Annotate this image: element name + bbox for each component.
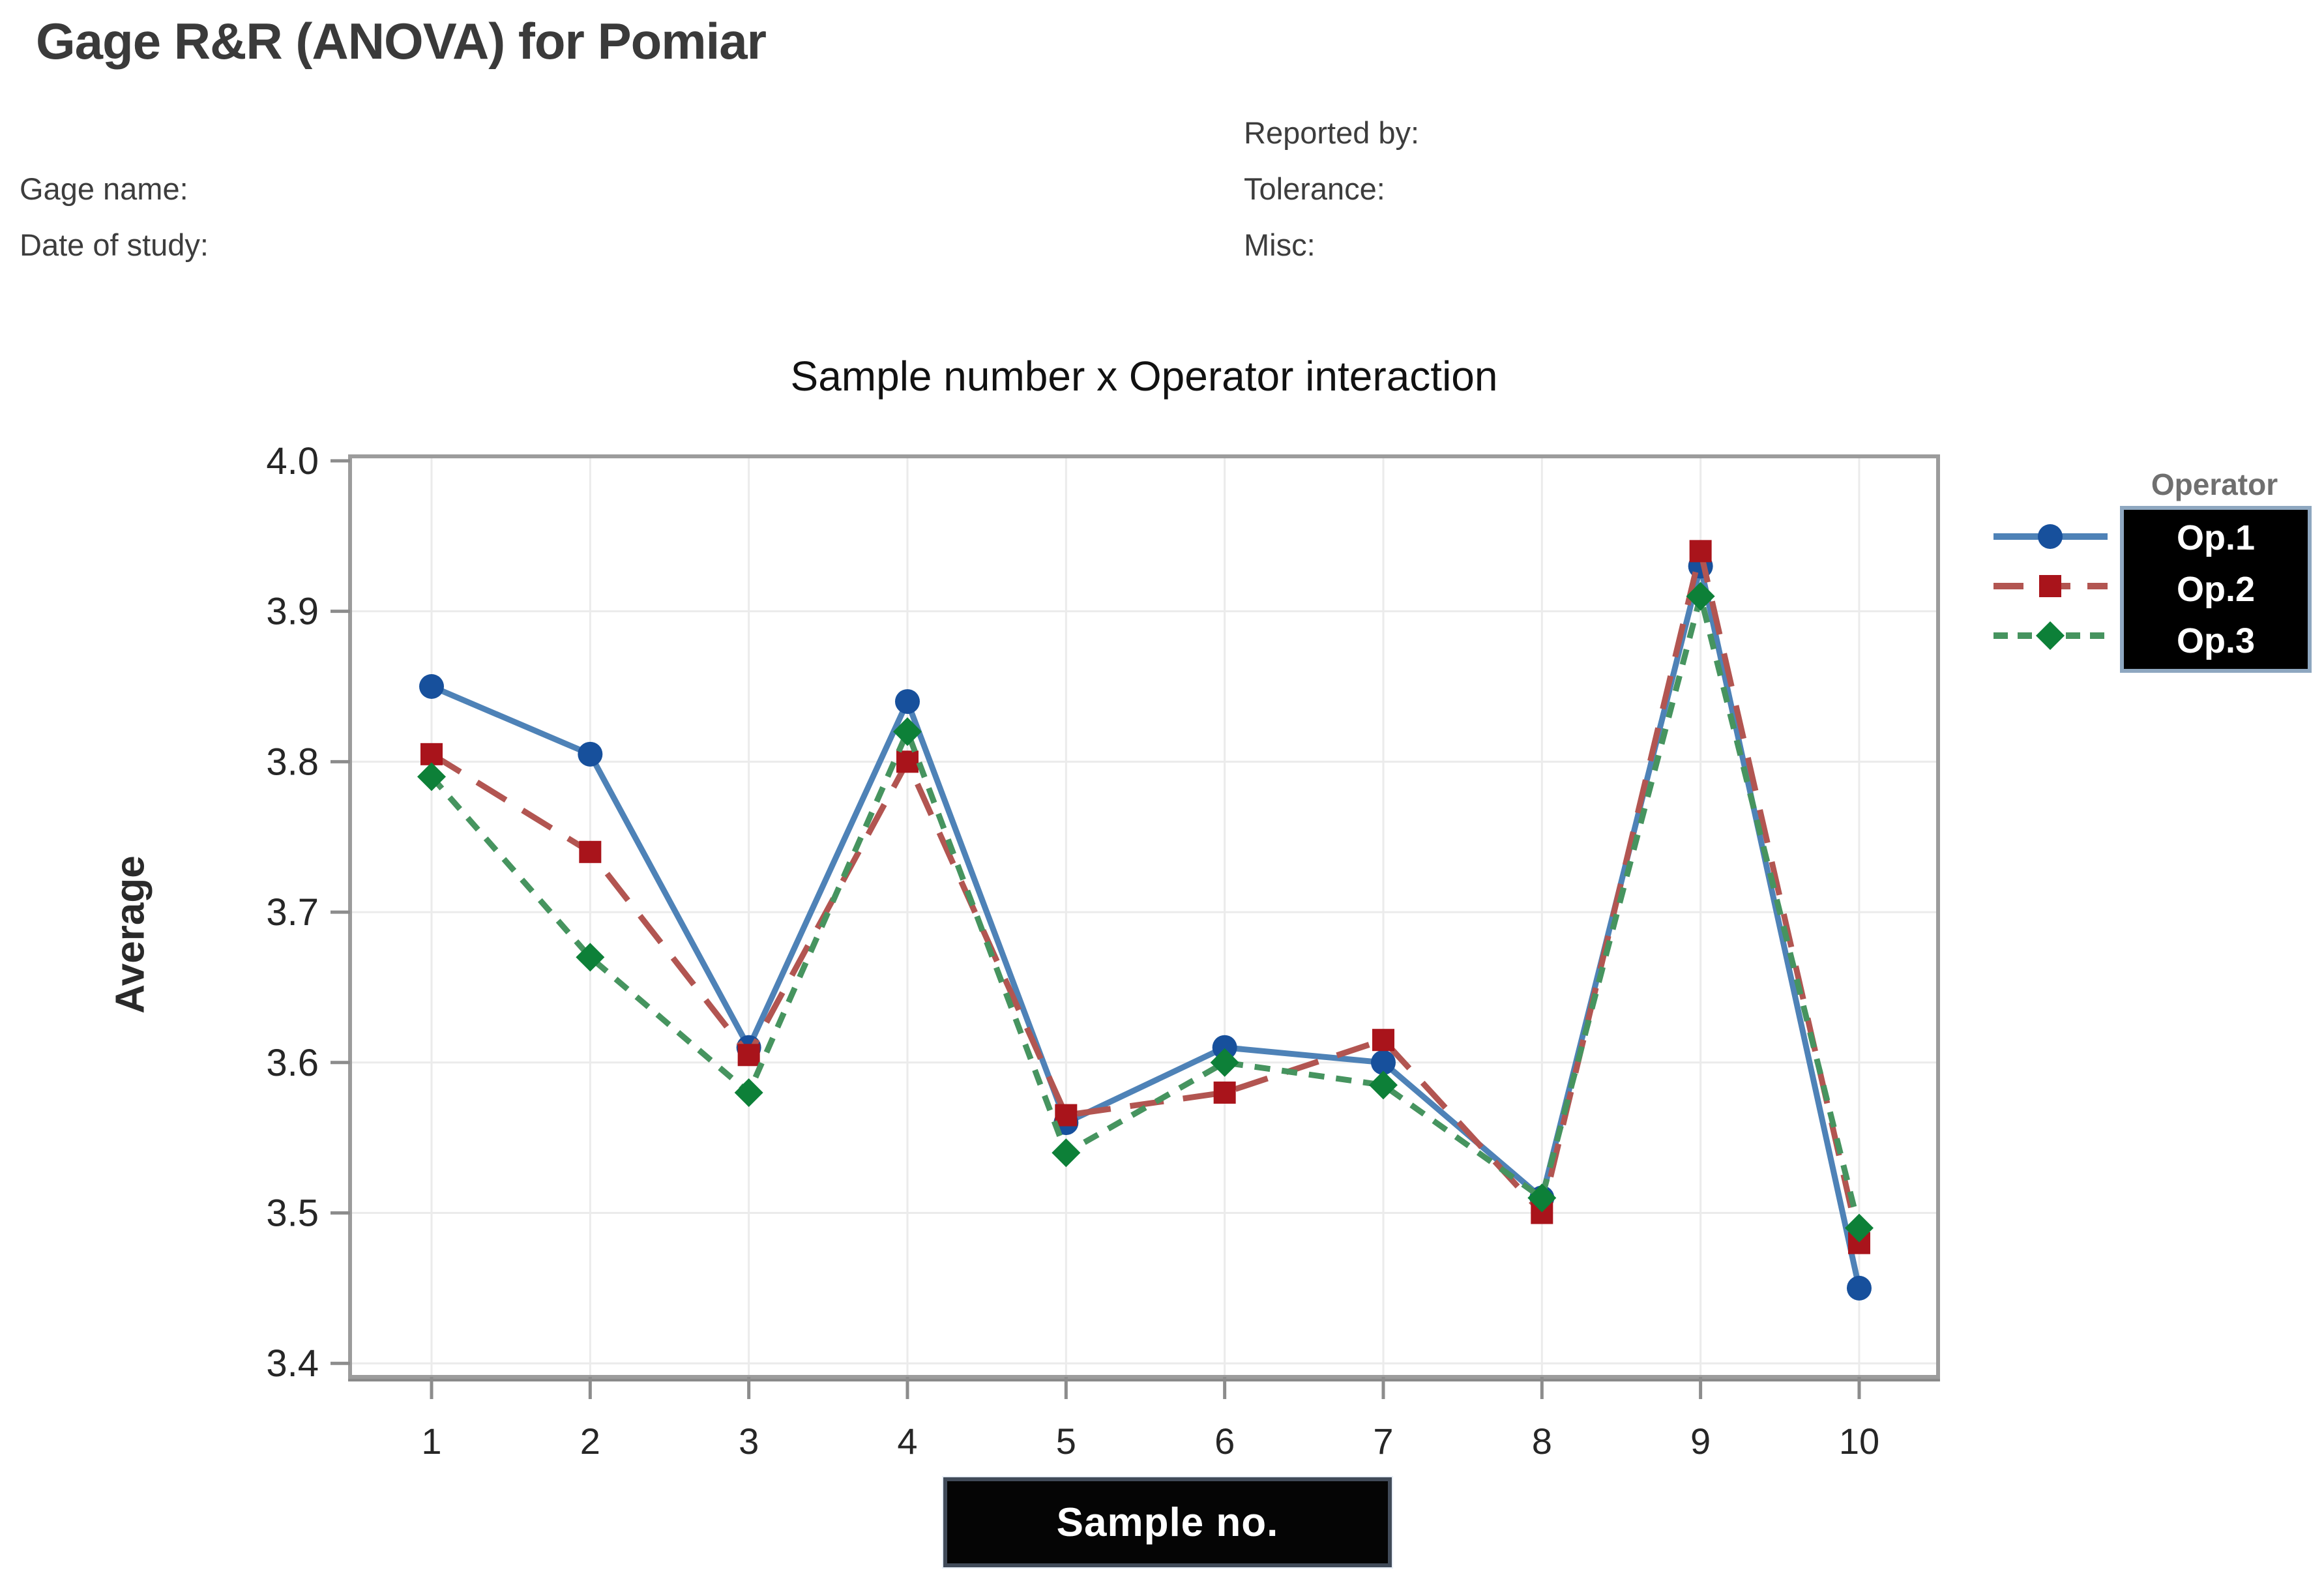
series-op3-marker-1 bbox=[417, 762, 446, 791]
plot-frame bbox=[348, 454, 1940, 1379]
x-axis-title: Sample no. bbox=[1056, 1499, 1279, 1545]
series-op1-marker-7 bbox=[1370, 1050, 1396, 1075]
x-tick-label-5: 5 bbox=[1056, 1421, 1076, 1462]
legend-square-icon bbox=[2039, 575, 2061, 597]
legend-sample-op2 bbox=[1993, 575, 2108, 597]
series-op3-marker-10 bbox=[1844, 1213, 1874, 1243]
series-line-op3 bbox=[429, 593, 1862, 1229]
y-tick-label-3.9: 3.9 bbox=[266, 591, 319, 633]
series-op2-marker-4 bbox=[896, 750, 919, 773]
x-tick-label-8: 8 bbox=[1532, 1421, 1552, 1462]
series-op1-marker-4 bbox=[894, 689, 920, 715]
series-op3-marker-3 bbox=[734, 1078, 763, 1107]
y-tick-label-3.8: 3.8 bbox=[266, 741, 319, 783]
x-tick-label-1: 1 bbox=[421, 1421, 441, 1462]
series-op3-marker-7 bbox=[1368, 1070, 1398, 1100]
reported-by-label: Reported by: bbox=[1244, 115, 1420, 150]
tolerance-label: Tolerance: bbox=[1244, 171, 1385, 206]
series-op3-marker-6 bbox=[1210, 1048, 1239, 1077]
series-op2-marker-3 bbox=[737, 1044, 760, 1067]
y-tick-label-3.4: 3.4 bbox=[266, 1342, 319, 1385]
series-line-op2 bbox=[430, 548, 1862, 1244]
date-of-study-label: Date of study: bbox=[20, 228, 209, 262]
y-tick-label-3.7: 3.7 bbox=[266, 891, 319, 934]
legend-sample-op1 bbox=[1993, 524, 2108, 549]
series-op2-marker-6 bbox=[1213, 1081, 1236, 1104]
series-op3-marker-2 bbox=[576, 943, 605, 972]
series-op1-marker-2 bbox=[578, 741, 603, 767]
series-op1-marker-6 bbox=[1212, 1035, 1237, 1060]
misc-label: Misc: bbox=[1244, 228, 1316, 262]
y-axis-title: Average bbox=[108, 855, 153, 1014]
x-tick-label-6: 6 bbox=[1214, 1421, 1235, 1462]
series-op3-marker-9 bbox=[1686, 582, 1715, 611]
series-op2-marker-9 bbox=[1689, 540, 1712, 563]
x-tick-label-3: 3 bbox=[739, 1421, 759, 1462]
series-op3-marker-8 bbox=[1527, 1183, 1557, 1213]
legend-entry-op3: Op.3 bbox=[2176, 621, 2256, 660]
x-tick-label-10: 10 bbox=[1839, 1421, 1879, 1462]
page-title: Gage R&R (ANOVA) for Pomiar bbox=[36, 12, 767, 70]
legend-box: Op.1 Op.2 Op.3 bbox=[2120, 506, 2312, 673]
gage-name-label: Gage name: bbox=[20, 171, 188, 206]
legend-title: Operator bbox=[2151, 467, 2278, 501]
x-tick-label-7: 7 bbox=[1373, 1421, 1393, 1462]
legend-entry-op1: Op.1 bbox=[2176, 518, 2256, 558]
legend-sample-op3 bbox=[1993, 621, 2108, 650]
legend-diamond-icon bbox=[2036, 621, 2065, 650]
x-tick-label-2: 2 bbox=[580, 1421, 600, 1462]
series-op2-marker-1 bbox=[420, 743, 443, 765]
x-tick-label-4: 4 bbox=[897, 1421, 917, 1462]
series-op2-marker-7 bbox=[1372, 1029, 1394, 1052]
series-op1-marker-1 bbox=[419, 674, 444, 699]
series-op2-marker-5 bbox=[1055, 1104, 1078, 1127]
legend-entry-op2: Op.2 bbox=[2176, 569, 2256, 609]
legend-circle-icon bbox=[2038, 524, 2063, 549]
x-tick-label-9: 9 bbox=[1690, 1421, 1711, 1462]
series-op2-marker-2 bbox=[579, 840, 602, 863]
y-tick-label-3.6: 3.6 bbox=[266, 1042, 319, 1084]
series-op3-marker-5 bbox=[1052, 1138, 1081, 1168]
x-axis-title-box: Sample no. bbox=[943, 1477, 1392, 1567]
legend-line-samples bbox=[1993, 524, 2108, 650]
series-op3-marker-4 bbox=[892, 717, 922, 746]
interaction-plot: 4.0 3.9 3.8 3.7 3.6 3.5 3.4 1 2 3 4 5 6 7 8 9 10 bbox=[266, 440, 1940, 1462]
series-op1-marker-10 bbox=[1846, 1275, 1872, 1301]
chart-title: Sample number x Operator interaction bbox=[790, 353, 1498, 400]
y-tick-label-4.0: 4.0 bbox=[266, 440, 319, 482]
y-tick-label-3.5: 3.5 bbox=[266, 1192, 319, 1235]
series-line-op1 bbox=[430, 563, 1862, 1289]
